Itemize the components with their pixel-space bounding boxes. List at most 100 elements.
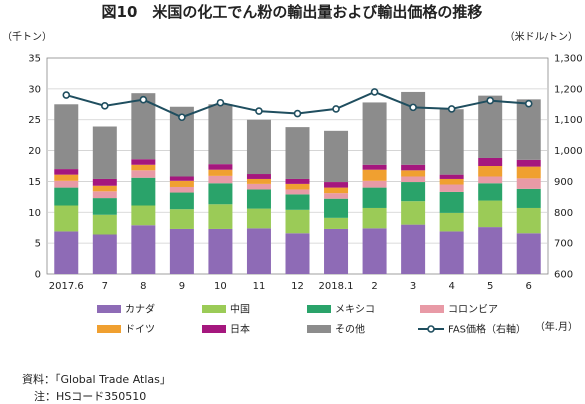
bar-segment [246,174,271,179]
bar-segment [246,228,271,274]
bar-segment [401,176,426,183]
bar-segment [362,102,387,165]
right-tick-label: 1,100 [554,115,583,126]
legend-label: コロンビア [448,304,498,316]
right-tick-label: 1,300 [554,54,583,65]
bar-segment [401,170,426,177]
bar-segment [131,159,156,165]
hs-code-note: 注：HSコード350510 [34,390,147,403]
x-tick-label: 6 [526,281,532,292]
bar-segment [324,193,349,199]
bar-segment [362,207,387,229]
bar-segment [478,227,503,274]
bar-segment [246,208,271,229]
bar-segment [131,205,156,226]
legend-label: ドイツ [125,325,155,336]
x-tick-label: 2 [371,281,377,292]
x-tick-label: 4 [448,281,454,292]
bar-segment [54,169,79,175]
left-tick-label: 20 [28,146,41,157]
bar-segment [401,201,426,225]
bar-segment [54,205,79,232]
x-tick-label: 10 [214,281,227,292]
bar-segment [208,169,233,176]
left-tick-label: 10 [28,208,41,219]
price-point [216,98,225,107]
right-tick-label: 900 [554,177,573,188]
bar-segment [439,109,464,175]
bar-segment [285,178,310,184]
x-tick-label: 2017.6 [49,281,84,292]
bar-segment [362,180,387,188]
bar-segment [92,198,117,215]
bar-segment [208,228,233,274]
left-tick-label: 35 [28,54,41,65]
legend-swatch [202,325,226,333]
bar-segment [439,231,464,274]
legend-swatch [307,325,331,333]
bar-segment [92,178,117,186]
legend-label: カナダ [125,303,155,316]
x-tick-label: 5 [487,281,493,292]
right-tick-label: 700 [554,239,573,250]
price-point [332,105,340,113]
price-point [293,109,302,118]
bar-segment [208,164,233,170]
bar-segment [401,224,426,274]
x-tick-label: 8 [140,281,146,292]
chart-title: 図10 米国の化工でん粉の輸出量および輸出価格の推移 [102,3,483,21]
bar-segment [478,200,503,228]
left-tick-label: 25 [28,115,41,126]
bar-segment [169,209,194,229]
right-tick-label: 1,200 [554,84,583,95]
bar-segment [54,104,79,170]
bar-segment [516,188,541,208]
right-tick-label: 800 [554,208,573,219]
bar-segment [131,170,156,178]
bar-segment [246,189,271,209]
price-point [101,102,109,110]
x-tick-label: 9 [179,281,185,292]
x-tick-label: 2018.1 [319,281,354,292]
bar-segment [478,183,503,201]
left-tick-label: 0 [35,270,41,281]
bar-segment [285,233,310,274]
bar-segment [169,180,194,187]
legend-swatch [97,325,121,333]
bar-segment [324,228,349,274]
bar-segment [478,157,503,166]
x-tick-label: 3 [410,281,416,292]
price-point [139,95,148,104]
price-point [255,107,263,115]
bar-segment [516,166,541,179]
bar-segment [92,126,117,179]
legend-swatch [97,305,121,313]
legend-label: 日本 [230,323,250,336]
bar-segment [246,183,271,190]
bar-segment [516,99,541,160]
bar-segment [54,174,79,181]
bar-segment [324,187,349,194]
bar-segment [439,212,464,232]
line-layer [62,88,533,122]
x-axis-unit: （年.月） [535,320,578,333]
bar-segment [246,178,271,184]
price-point [370,88,379,96]
bar-segment [362,187,387,208]
legend-label: その他 [335,323,365,336]
left-tick-label: 15 [28,177,41,188]
legend-label: メキシコ [335,305,375,316]
bar-segment [478,95,503,158]
bar-segment [401,91,426,165]
bar-segment [285,194,310,210]
bar-segment [401,164,426,171]
bar-segment [131,164,156,171]
bar-segment [516,178,541,189]
bar-segment [324,182,349,188]
bar-segment [169,192,194,210]
bar-segment [285,209,310,234]
bar-segment [92,191,117,199]
bar-segment [516,207,541,234]
legend-label: 中国 [230,303,250,316]
